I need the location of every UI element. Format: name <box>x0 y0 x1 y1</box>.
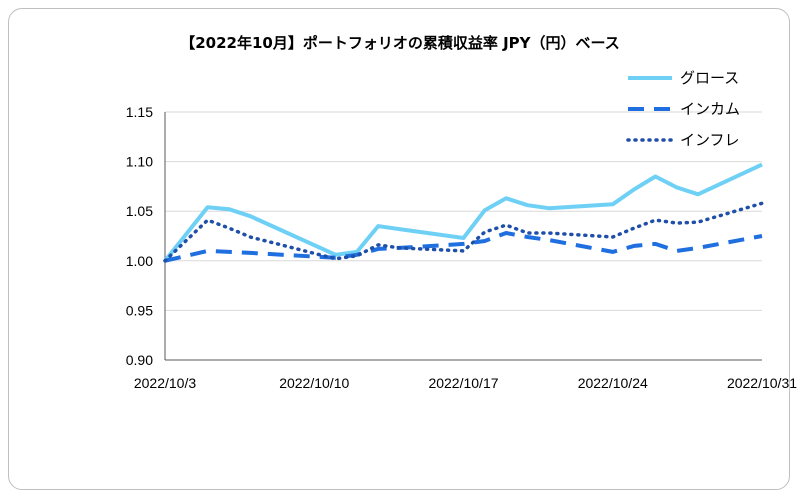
y-tick-label: 1.05 <box>126 203 153 219</box>
y-tick-label: 1.10 <box>126 154 153 170</box>
series-line-3 <box>163 201 764 263</box>
x-tick-label: 2022/10/24 <box>578 375 648 391</box>
x-tick-label: 2022/10/10 <box>279 375 349 391</box>
grid <box>165 111 762 311</box>
x-tick-label: 2022/10/17 <box>428 375 498 391</box>
y-tick-label: 0.90 <box>126 352 153 368</box>
series-line-1 <box>163 162 763 263</box>
x-tick-label: 2022/10/31 <box>727 375 797 391</box>
axes: 0.90 0.95 1.00 1.05 1.10 1.15 2022/10/3 2022/10… <box>126 104 797 391</box>
chart-title: 【2022年10月】ポートフォリオの累積収益率 JPY（円）ベース <box>180 34 620 52</box>
x-tick-label: 2022/10/3 <box>134 375 196 391</box>
series-group <box>163 162 764 263</box>
y-tick-label: 1.00 <box>126 253 153 269</box>
legend-label-2: インカム <box>680 100 740 118</box>
y-tick-label: 0.95 <box>126 302 153 318</box>
legend-label-3: インフレ <box>680 131 740 149</box>
legend-label-1: グロース <box>680 69 739 87</box>
y-tick-label: 1.15 <box>126 104 153 120</box>
series-line-2 <box>164 231 763 263</box>
